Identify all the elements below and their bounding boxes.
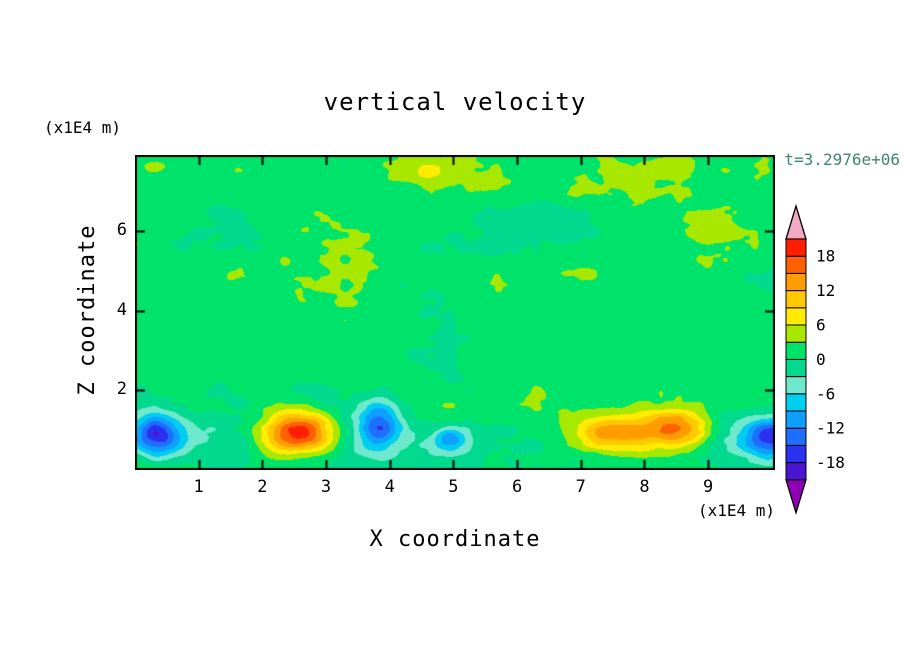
colorbar-box bbox=[785, 255, 807, 274]
colorbar-box bbox=[785, 393, 807, 412]
contour-plot-canvas bbox=[135, 155, 775, 470]
colorbar-box bbox=[785, 341, 807, 360]
x-axis-unit-label: (x1E4 m) bbox=[697, 501, 775, 520]
colorbar-label: -18 bbox=[816, 453, 845, 472]
colorbar-box bbox=[785, 444, 807, 464]
x-axis-label: X coordinate bbox=[369, 527, 541, 552]
colorbar-box bbox=[785, 358, 807, 378]
y-tick-label: 2 bbox=[116, 379, 127, 400]
x-tick-label: 1 bbox=[193, 477, 204, 497]
x-tick-label: 7 bbox=[575, 477, 586, 497]
timestamp: t=3.2976e+06 bbox=[784, 150, 900, 169]
x-tick-label: 8 bbox=[639, 477, 650, 497]
colorbar-box bbox=[785, 462, 807, 481]
x-tick-label: 5 bbox=[448, 477, 459, 497]
colorbar-arrow-top bbox=[785, 203, 807, 240]
y-tick-label: 6 bbox=[116, 219, 127, 240]
x-tick-label: 9 bbox=[703, 477, 714, 497]
y-axis-label: Z coordinate bbox=[75, 224, 100, 396]
colorbar-label: 18 bbox=[816, 247, 835, 266]
y-tick-label: 4 bbox=[116, 299, 127, 320]
colorbar-label: 0 bbox=[816, 350, 826, 369]
colorbar-label: -6 bbox=[816, 384, 835, 403]
colorbar-box bbox=[785, 410, 807, 429]
colorbar-box bbox=[785, 290, 807, 309]
x-tick-label: 3 bbox=[320, 477, 332, 497]
colorbar-label: 12 bbox=[816, 281, 835, 300]
page-title: vertical velocity bbox=[323, 88, 587, 116]
colorbar-label: -12 bbox=[816, 419, 845, 438]
x-tick-label: 6 bbox=[511, 477, 523, 497]
colorbar-label: 6 bbox=[816, 316, 826, 335]
colorbar-box bbox=[785, 427, 807, 446]
x-tick-label: 4 bbox=[384, 477, 395, 497]
colorbar-box bbox=[785, 324, 807, 343]
colorbar-box bbox=[785, 376, 807, 395]
colorbar-box bbox=[785, 307, 807, 326]
x-tick-label: 2 bbox=[257, 477, 268, 497]
y-axis-unit-label: (x1E4 m) bbox=[44, 118, 122, 137]
colorbar-box bbox=[785, 238, 807, 257]
colorbar-box bbox=[785, 272, 807, 292]
colorbar: 18 12 6 0 -6 -12 -18 bbox=[785, 203, 845, 516]
colorbar-arrow-bottom bbox=[785, 479, 807, 516]
